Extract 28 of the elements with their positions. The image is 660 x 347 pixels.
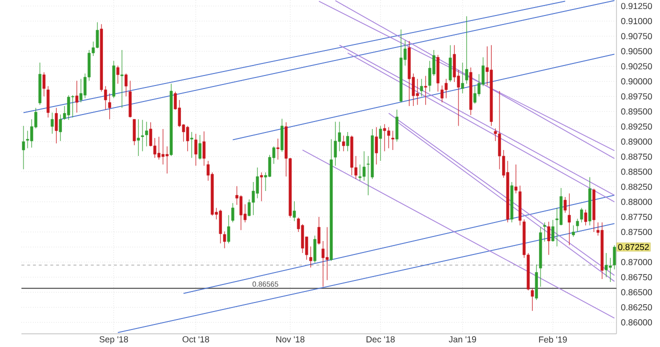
x-tick-label: Feb '19 xyxy=(539,336,567,342)
y-tick-label: 0.91000 xyxy=(621,18,652,24)
y-tick-label: 0.89750 xyxy=(621,93,652,100)
y-tick-label: 0.90250 xyxy=(621,63,652,70)
y-tick-label: 0.89250 xyxy=(621,123,652,130)
y-tick-label: 0.86000 xyxy=(621,319,652,326)
y-tick-label: 0.91250 xyxy=(621,2,652,9)
text: 0.87252 xyxy=(618,244,649,250)
y-tick-label: 0.87000 xyxy=(621,258,652,266)
y-tick-label: 0.87500 xyxy=(621,228,652,235)
y-tick-label: 0.87750 xyxy=(621,214,652,220)
y-tick-label: 0.88750 xyxy=(621,153,652,160)
x-tick-label: Dec '18 xyxy=(366,336,395,342)
y-tick-label: 0.90750 xyxy=(621,32,652,40)
y-tick-label: 0.88250 xyxy=(621,184,652,190)
y-tick-label: 0.90000 xyxy=(621,78,652,84)
y-tick-label: 0.90500 xyxy=(621,48,652,54)
x-tick-label: Sep '18 xyxy=(100,336,128,344)
y-tick-label: 0.88500 xyxy=(621,168,652,175)
y-tick-label: 0.86750 xyxy=(621,274,652,280)
y-tick-label: 0.88000 xyxy=(621,198,652,205)
x-tick-label: Oct '18 xyxy=(182,336,210,342)
y-tick-label: 0.86500 xyxy=(621,288,652,296)
y-tick-label: 0.89500 xyxy=(621,108,652,114)
x-tick-label: Jan '19 xyxy=(448,336,476,342)
x-tick-label: Nov '18 xyxy=(276,336,304,342)
y-tick-label: 0.89000 xyxy=(621,138,652,145)
y-tick-label: 0.86250 xyxy=(621,304,652,310)
